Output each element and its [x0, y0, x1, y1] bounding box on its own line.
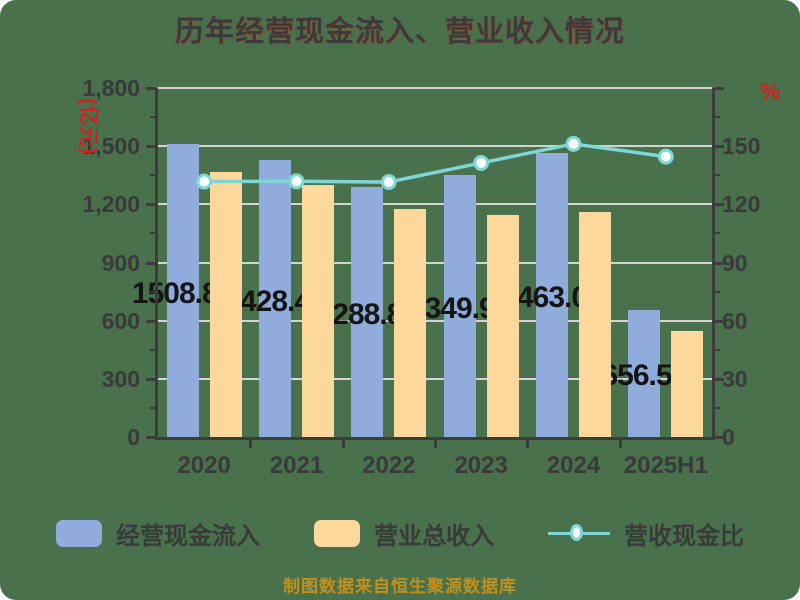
ratio-data-point	[288, 173, 305, 190]
left-axis-tick-label: 900	[101, 249, 140, 276]
axis-tick	[146, 377, 155, 381]
gridline	[158, 377, 712, 380]
axis-tick	[715, 436, 724, 439]
cash-inflow-bar	[443, 175, 476, 437]
axis-minor-tick	[150, 232, 155, 235]
axis-minor-tick	[715, 232, 720, 235]
x-axis-category-label: 2022	[362, 452, 416, 479]
x-axis-tick	[341, 440, 345, 448]
legend-item-ratio: 营收现金比	[548, 516, 744, 551]
revenue-bar	[671, 331, 704, 437]
right-axis-tick-label: 120	[722, 191, 761, 218]
revenue-bar	[302, 184, 334, 437]
gridline	[158, 319, 712, 322]
right-axis-line	[712, 88, 715, 440]
axis-minor-tick	[150, 174, 155, 177]
axis-minor-tick	[715, 348, 720, 351]
right-axis-unit-label: %	[760, 78, 781, 104]
axis-tick	[146, 436, 155, 439]
cash-inflow-bar	[536, 153, 568, 437]
ratio-data-point	[657, 148, 674, 165]
plot-area: 1508.86 1428.44 1288.83 1349.93 1463.03 656.5…	[132, 87, 724, 448]
right-axis-tick-label: 60	[722, 307, 748, 334]
ratio-line-marker-icon	[548, 520, 610, 547]
axis-minor-tick	[715, 290, 720, 293]
axis-minor-tick	[150, 406, 155, 409]
ratio-data-point	[473, 154, 490, 171]
right-axis-tick-label: 150	[722, 133, 761, 160]
gridline	[158, 145, 712, 148]
axis-minor-tick	[150, 290, 155, 293]
axis-minor-tick	[150, 116, 155, 119]
x-axis-category-label: 2025H1	[623, 452, 708, 479]
gridline	[158, 261, 712, 264]
left-axis-line	[155, 88, 158, 440]
axis-tick	[146, 319, 155, 323]
axis-tick	[715, 203, 724, 207]
right-axis-tick-label: 90	[722, 249, 748, 276]
gridline	[158, 203, 712, 206]
left-axis-tick-label: 0	[127, 424, 140, 450]
axis-tick	[715, 145, 724, 149]
legend-item-revenue: 营业总收入	[314, 516, 494, 551]
axis-tick	[715, 261, 724, 265]
cash-inflow-bar	[166, 144, 199, 437]
axis-minor-tick	[715, 174, 720, 177]
left-axis-tick-label: 1,500	[82, 133, 140, 160]
revenue-bar	[209, 172, 242, 437]
cash-inflow-bar	[351, 187, 384, 437]
axis-minor-tick	[715, 406, 720, 409]
x-axis-category-label: 2023	[454, 452, 508, 479]
legend-label: 经营现金流入	[116, 523, 260, 550]
left-axis-tick-label: 600	[101, 307, 140, 334]
right-axis-tick-label: 0	[722, 424, 735, 450]
axis-minor-tick	[150, 348, 155, 351]
cash-inflow-swatch-icon	[56, 520, 102, 547]
left-axis-unit-label: (亿元)	[77, 97, 100, 156]
axis-tick	[715, 319, 724, 323]
revenue-bar	[486, 214, 519, 437]
revenue-bar	[579, 211, 611, 437]
x-axis-tick	[249, 440, 253, 448]
legend-label: 营业总收入	[374, 523, 494, 550]
axis-tick	[146, 145, 155, 149]
x-axis-tick	[618, 440, 622, 448]
legend-label: 营收现金比	[624, 523, 744, 550]
axis-tick	[715, 87, 724, 90]
x-axis-tick	[434, 440, 437, 448]
cash-inflow-bar	[628, 309, 661, 437]
gridline	[158, 87, 712, 89]
left-axis-tick-label: 1,800	[82, 75, 140, 101]
axis-tick	[146, 87, 155, 90]
ratio-data-point	[196, 173, 213, 190]
axis-minor-tick	[715, 116, 720, 119]
axis-tick	[715, 377, 724, 381]
x-axis-category-label: 2021	[269, 452, 324, 479]
legend: 经营现金流入 营业总收入 营收现金比	[0, 516, 800, 551]
axis-tick	[146, 203, 155, 207]
x-axis-line	[155, 437, 715, 440]
left-axis-tick-label: 300	[101, 365, 140, 392]
left-axis-tick-label: 1,200	[82, 191, 140, 218]
ratio-line-series	[196, 135, 674, 190]
x-axis-category-label: 2024	[546, 452, 601, 479]
x-axis-tick	[526, 440, 530, 448]
ratio-data-point	[380, 173, 397, 190]
right-axis-tick-label: 30	[722, 365, 748, 392]
revenue-bar	[394, 209, 427, 437]
legend-item-cash-inflow: 经营现金流入	[56, 516, 260, 551]
x-axis-category-label: 2020	[177, 452, 231, 479]
axis-tick	[146, 261, 155, 265]
chart-title: 历年经营现金流入、营业收入情况	[174, 16, 625, 48]
data-source-attribution: 制图数据来自恒生聚源数据库	[283, 577, 517, 596]
cash-inflow-bar	[259, 160, 291, 437]
ratio-data-point	[565, 135, 582, 152]
revenue-swatch-icon	[314, 520, 360, 547]
